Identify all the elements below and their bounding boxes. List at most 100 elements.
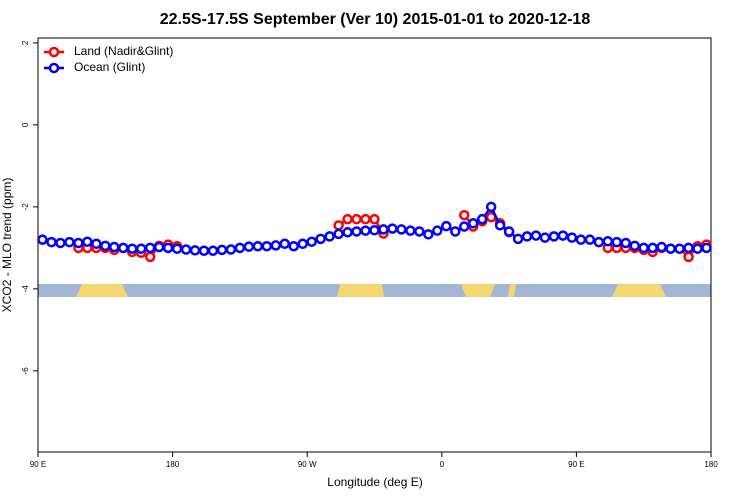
data-point — [405, 225, 416, 236]
data-point — [234, 242, 246, 254]
data-point — [207, 245, 219, 256]
data-point — [701, 242, 712, 254]
data-point — [692, 243, 703, 254]
data-point — [485, 201, 497, 213]
data-point — [342, 227, 353, 238]
data-point — [46, 236, 57, 248]
data-point — [423, 229, 434, 240]
x-tick-label: 90 E — [30, 460, 46, 469]
y-tick-label: -6 — [21, 367, 30, 375]
data-point — [494, 220, 506, 231]
data-point — [674, 243, 685, 254]
data-point — [126, 243, 138, 254]
series — [37, 201, 712, 256]
data-point — [521, 231, 533, 242]
land-band — [461, 284, 495, 297]
data-point — [64, 236, 75, 248]
data-point — [647, 242, 658, 254]
data-point — [153, 241, 165, 253]
data-point — [351, 213, 362, 225]
data-point — [683, 242, 694, 254]
data-point — [360, 213, 371, 225]
data-point — [109, 241, 120, 253]
data-point — [342, 213, 353, 225]
legend-label: Ocean (Glint) — [74, 60, 145, 74]
data-point — [100, 240, 111, 252]
data-point — [575, 234, 587, 245]
data-point — [144, 242, 156, 254]
data-point — [360, 225, 371, 236]
series — [73, 209, 712, 263]
data-point — [306, 236, 317, 247]
data-point — [378, 224, 389, 235]
land-band — [337, 284, 384, 297]
data-point — [117, 242, 129, 254]
data-point — [539, 232, 551, 243]
x-tick-label: 0 — [440, 460, 445, 469]
data-point — [180, 244, 192, 255]
data-point — [225, 244, 237, 255]
x-tick-label: 180 — [704, 460, 718, 469]
data-point — [387, 223, 398, 234]
data-point — [55, 237, 66, 249]
data-point — [441, 220, 452, 232]
data-point — [566, 232, 578, 243]
data-point — [216, 244, 228, 256]
y-tick-label: -4 — [21, 285, 30, 293]
x-tick-label: 180 — [166, 460, 180, 469]
data-point — [82, 236, 93, 247]
data-point — [620, 237, 632, 249]
x-tick-label: 90 E — [568, 460, 584, 469]
land-band — [508, 284, 516, 297]
data-point — [351, 226, 362, 237]
data-point — [450, 226, 461, 237]
data-point — [458, 209, 470, 221]
data-point — [297, 238, 308, 250]
data-point — [135, 243, 147, 254]
y-axis-label: XCO2 - MLO trend (ppm) — [0, 178, 14, 313]
legend-label: Land (Nadir&Glint) — [74, 44, 173, 58]
data-point — [243, 241, 255, 252]
data-point — [333, 220, 344, 231]
data-point — [396, 224, 407, 235]
data-point — [261, 240, 273, 252]
x-tick-label: 90 W — [298, 460, 317, 469]
data-point — [414, 226, 425, 237]
land-band — [76, 284, 128, 297]
y-tick-label: 0 — [21, 122, 30, 127]
legend-marker — [48, 62, 60, 74]
data-point — [503, 226, 515, 237]
data-point — [458, 221, 470, 232]
data-point — [73, 237, 84, 249]
data-point — [333, 228, 344, 240]
surface-band — [38, 284, 711, 297]
chart-title: 22.5S-17.5S September (Ver 10) 2015-01-0… — [160, 11, 591, 28]
data-point — [369, 224, 380, 236]
data-point — [315, 233, 326, 245]
data-point — [432, 225, 443, 236]
data-point — [593, 236, 605, 248]
data-point — [252, 240, 264, 252]
data-point — [512, 233, 524, 245]
data-point — [37, 234, 48, 245]
data-point — [665, 243, 676, 254]
data-point — [91, 238, 102, 250]
x-axis-label: Longitude (deg E) — [327, 475, 422, 489]
data-point — [288, 240, 299, 252]
data-point — [198, 245, 210, 256]
data-point — [602, 236, 614, 247]
data-point — [638, 242, 649, 254]
data-point — [548, 231, 560, 242]
data-point — [530, 230, 542, 241]
data-point — [270, 240, 282, 251]
data-point — [476, 213, 488, 225]
data-point — [656, 241, 667, 253]
data-point — [279, 238, 291, 250]
data-point — [629, 240, 640, 252]
data-point — [162, 242, 174, 254]
data-point — [144, 251, 156, 263]
data-point — [683, 251, 694, 263]
data-point — [557, 230, 569, 241]
data-point — [171, 243, 183, 254]
